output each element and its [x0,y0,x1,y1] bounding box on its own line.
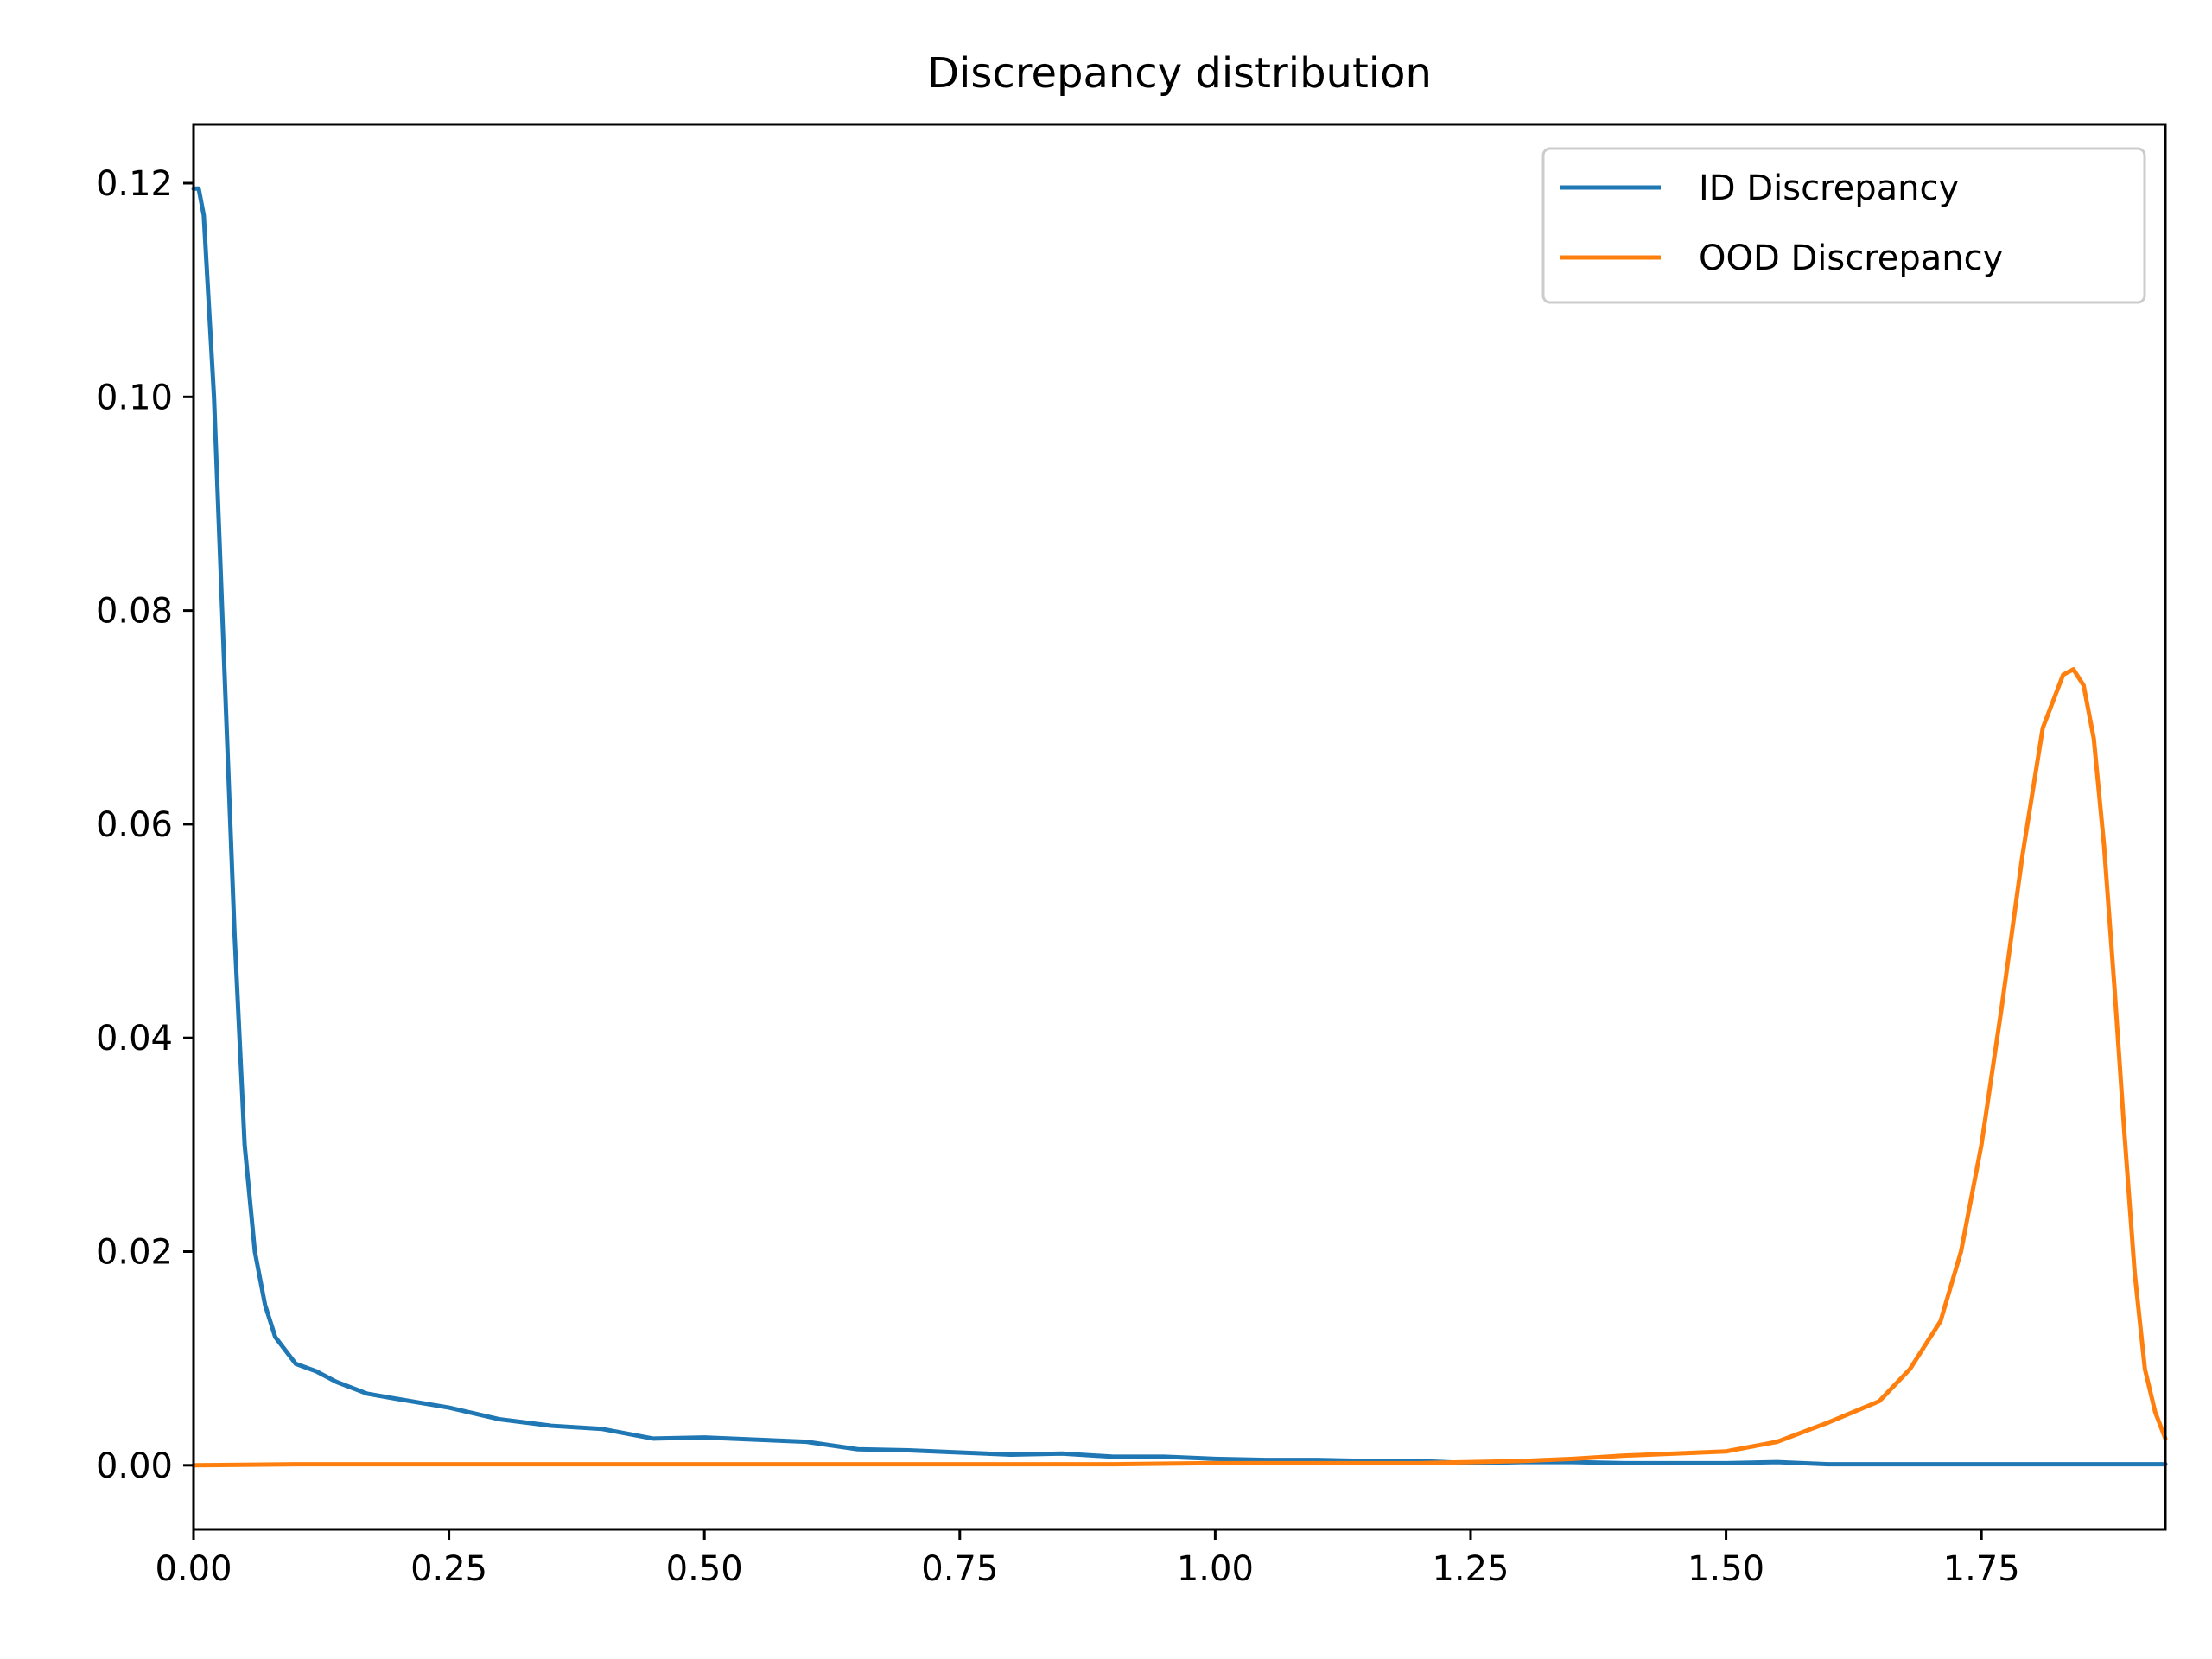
chart-title: Discrepancy distribution [927,49,1432,98]
legend: ID Discrepancy OOD Discrepancy [1541,147,2146,304]
y-tick-label: 0.08 [96,592,173,632]
legend-label-ood: OOD Discrepancy [1699,238,2003,278]
y-tick-label: 0.00 [96,1446,173,1486]
series-line-id [191,186,2168,1467]
series-line-ood [191,667,2168,1468]
legend-box [1541,147,2146,304]
x-tick-label: 0.50 [666,1549,743,1589]
y-tick-label: 0.10 [96,378,173,417]
x-tick-label: 0.25 [410,1549,487,1589]
x-tick-label: 1.50 [1688,1549,1764,1589]
y-tick-label: 0.06 [96,805,173,845]
x-tick-label: 0.75 [921,1549,998,1589]
x-tick-label: 1.25 [1432,1549,1509,1589]
x-tick-label: 1.75 [1943,1549,2020,1589]
y-axis: 0.00 0.02 0.04 0.06 0.08 0.10 0.12 [96,164,194,1486]
x-tick-label: 1.00 [1177,1549,1254,1589]
y-tick-label: 0.12 [96,164,173,204]
x-axis: 0.00 0.25 0.50 0.75 1.00 1.25 1.50 1.75 [155,1529,2020,1589]
legend-label-id: ID Discrepancy [1699,168,1959,208]
series-layer [191,186,2168,1468]
plot-frame [192,123,2167,1531]
x-tick-label: 0.00 [155,1549,232,1589]
y-tick-label: 0.04 [96,1019,173,1058]
y-tick-label: 0.02 [96,1233,173,1273]
